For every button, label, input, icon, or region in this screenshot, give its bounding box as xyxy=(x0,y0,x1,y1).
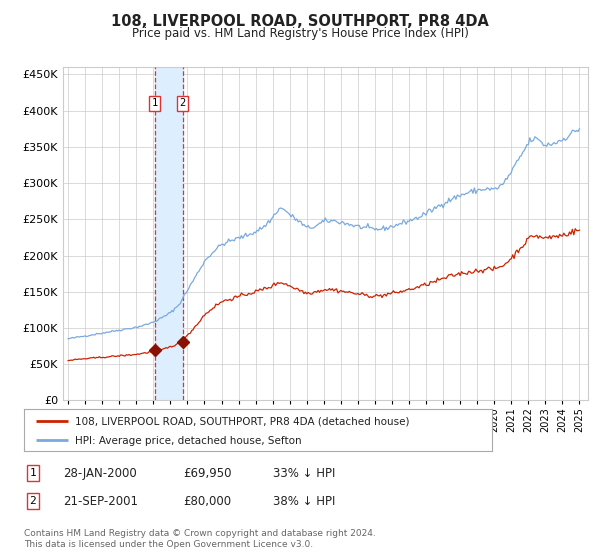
Text: 38% ↓ HPI: 38% ↓ HPI xyxy=(273,494,335,508)
Text: 2: 2 xyxy=(29,496,37,506)
Text: 1: 1 xyxy=(151,99,158,109)
Text: HPI: Average price, detached house, Sefton: HPI: Average price, detached house, Seft… xyxy=(76,436,302,446)
Text: 108, LIVERPOOL ROAD, SOUTHPORT, PR8 4DA: 108, LIVERPOOL ROAD, SOUTHPORT, PR8 4DA xyxy=(111,14,489,29)
Text: 2: 2 xyxy=(179,99,186,109)
Text: Contains HM Land Registry data © Crown copyright and database right 2024.
This d: Contains HM Land Registry data © Crown c… xyxy=(24,529,376,549)
Text: Price paid vs. HM Land Registry's House Price Index (HPI): Price paid vs. HM Land Registry's House … xyxy=(131,27,469,40)
Text: £80,000: £80,000 xyxy=(183,494,231,508)
Text: £69,950: £69,950 xyxy=(183,466,232,480)
Text: 21-SEP-2001: 21-SEP-2001 xyxy=(63,494,138,508)
Text: 33% ↓ HPI: 33% ↓ HPI xyxy=(273,466,335,480)
Bar xyxy=(155,67,182,400)
Text: 108, LIVERPOOL ROAD, SOUTHPORT, PR8 4DA (detached house): 108, LIVERPOOL ROAD, SOUTHPORT, PR8 4DA … xyxy=(76,417,410,426)
Text: 28-JAN-2000: 28-JAN-2000 xyxy=(63,466,137,480)
Text: 1: 1 xyxy=(29,468,37,478)
